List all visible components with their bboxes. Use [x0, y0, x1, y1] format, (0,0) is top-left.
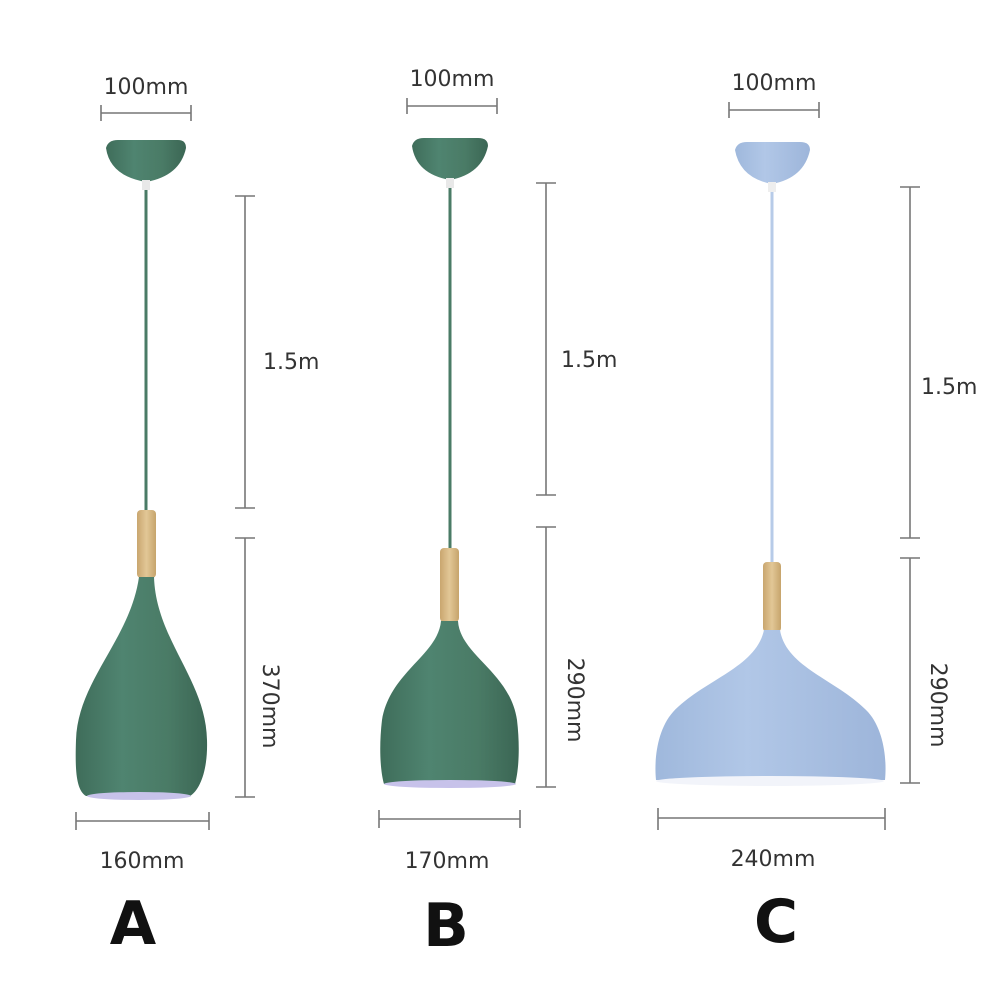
lamp-b-shade — [380, 621, 519, 784]
lamp-a-wood-neck — [137, 510, 156, 578]
lamp-a-canopy-width-dimension: 100mm — [100, 75, 192, 121]
lamp-a-shade — [75, 577, 208, 796]
lamp-b-cord-length-label: 1.5m — [561, 348, 617, 373]
lamp-b-shade-height-dimension: 290mm — [536, 526, 587, 788]
lamp-b-shade-width-dimension: 170mm — [378, 810, 521, 874]
lamp-c-letter: C — [754, 887, 798, 957]
lamp-c-canopy-width-dimension: 100mm — [728, 71, 820, 118]
lamp-b-wood-neck — [440, 548, 459, 622]
lamp-a-shade-opening — [87, 792, 191, 800]
lamp-a: 100mm 1.5m 370mm — [75, 75, 319, 959]
lamp-c-shade-opening — [656, 776, 884, 786]
lamp-a-canopy — [106, 140, 186, 182]
lamp-c-canopy-width-label: 100mm — [732, 71, 817, 96]
lamp-b-shade-opening — [384, 780, 516, 788]
lamp-b-canopy — [412, 138, 488, 180]
lamp-c-cord-grip — [768, 182, 776, 192]
lamp-c-cord-length-label: 1.5m — [921, 375, 977, 400]
lamp-a-shade-height-dimension: 370mm — [235, 537, 282, 798]
lamp-b: 100mm 1.5m 290mm 170mm B — [378, 67, 617, 961]
lamp-c-shade-width-dimension: 240mm — [657, 808, 886, 872]
lamp-a-cord-length-dimension: 1.5m — [235, 195, 319, 509]
lamp-b-cord-grip — [446, 178, 454, 188]
lamp-b-cord-length-dimension: 1.5m — [536, 182, 617, 496]
lamp-a-letter: A — [110, 889, 157, 959]
lamp-c-shade — [655, 630, 886, 780]
lamp-b-letter: B — [423, 891, 469, 961]
lamp-b-shade-width-label: 170mm — [405, 849, 490, 874]
lamp-a-canopy-width-label: 100mm — [104, 75, 189, 100]
lamp-b-shade-height-label: 290mm — [562, 658, 587, 743]
lamp-a-cord-length-label: 1.5m — [263, 350, 319, 375]
lamp-c-shade-height-dimension: 290mm — [900, 557, 950, 784]
lamp-c-shade-height-label: 290mm — [925, 663, 950, 748]
lamp-c-shade-width-label: 240mm — [731, 847, 816, 872]
lamp-c-cord-length-dimension: 1.5m — [900, 186, 977, 539]
lamp-a-shade-height-label: 370mm — [257, 664, 282, 749]
lamp-c: 100mm 1.5m 290mm 240mm C — [655, 71, 977, 957]
lamp-c-wood-neck — [763, 562, 781, 632]
lamp-c-canopy — [735, 142, 810, 184]
lamp-b-canopy-width-dimension: 100mm — [406, 67, 498, 114]
lamp-a-cord-grip — [142, 180, 150, 190]
lamp-a-shade-width-label: 160mm — [100, 849, 185, 874]
lamp-b-canopy-width-label: 100mm — [410, 67, 495, 92]
lamp-a-shade-width-dimension: 160mm — [75, 812, 210, 874]
